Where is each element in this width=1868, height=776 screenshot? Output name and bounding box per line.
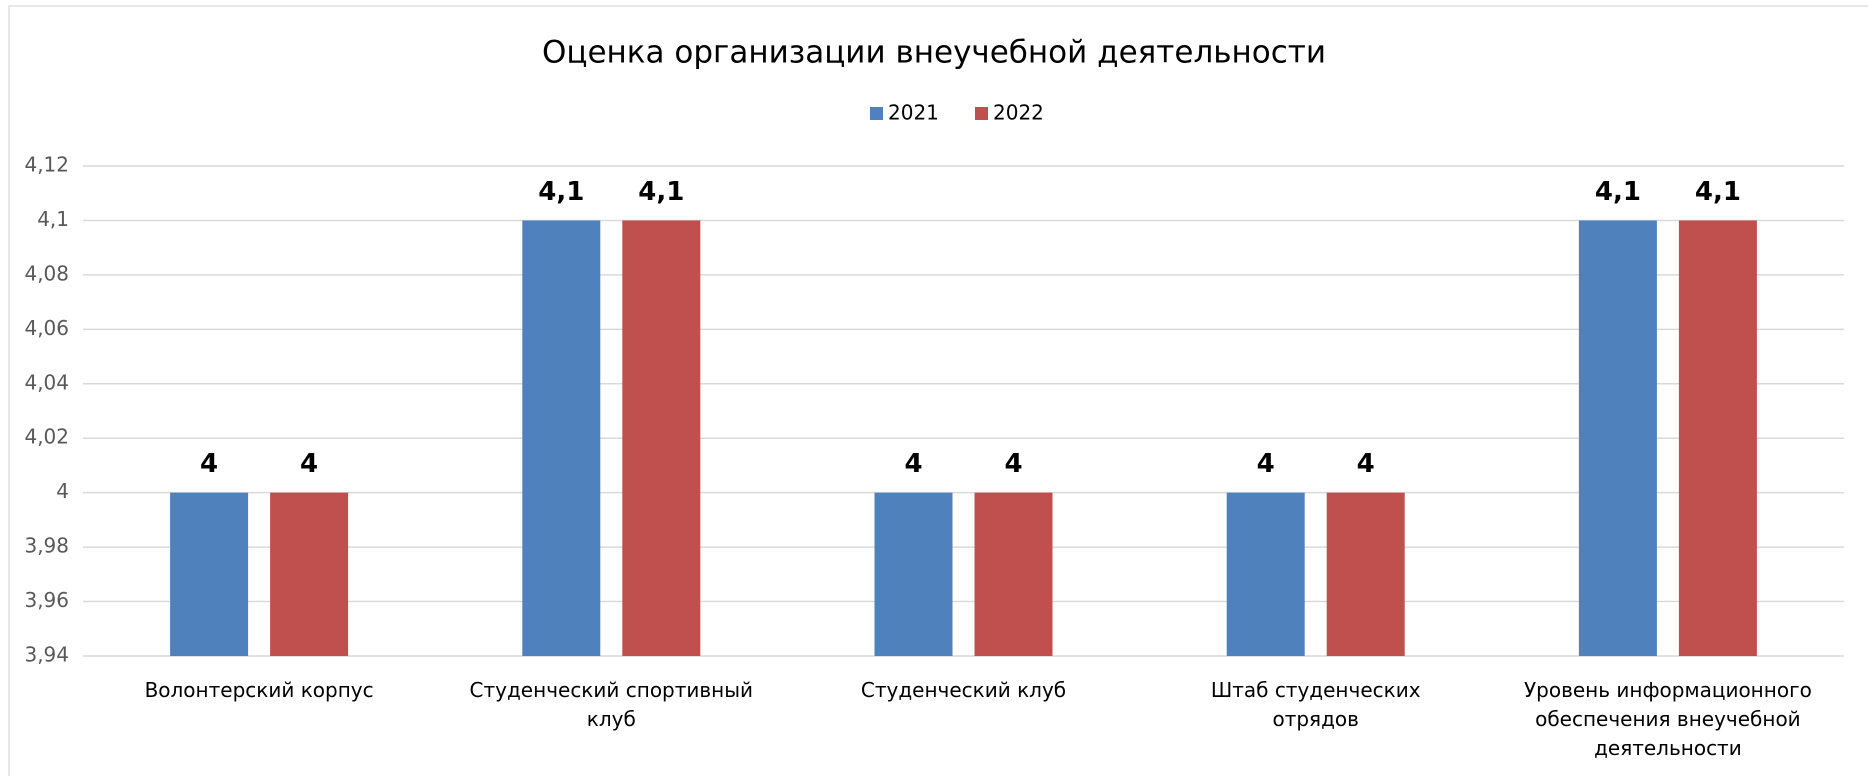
value-label: 4,1 — [1695, 177, 1741, 207]
y-tick-label: 4,12 — [24, 153, 69, 177]
y-tick-label: 4,08 — [24, 261, 69, 285]
chart-title: Оценка организации внеучебной деятельнос… — [542, 35, 1326, 71]
x-tick-label: Студенческий спортивный клуб — [469, 678, 754, 731]
bar — [874, 492, 953, 656]
value-label: 4,1 — [638, 177, 684, 207]
y-tick-label: 4,1 — [37, 207, 69, 231]
bar — [622, 220, 701, 656]
value-label: 4 — [904, 449, 922, 479]
bar — [1678, 220, 1757, 656]
bar — [1578, 220, 1657, 656]
bar — [270, 492, 349, 656]
bar — [1326, 492, 1405, 656]
bar — [1226, 492, 1305, 656]
value-label: 4 — [1357, 449, 1375, 479]
x-tick-label: Волонтерский корпус — [144, 678, 374, 702]
value-label: 4,1 — [538, 177, 584, 207]
x-tick-label: Уровень информационного обеспечения внеу… — [1523, 678, 1812, 760]
y-tick-label: 4,02 — [24, 425, 69, 449]
x-tick-label: Студенческий клуб — [860, 678, 1067, 702]
legend-label: 2021 — [888, 101, 939, 125]
legend-swatch — [975, 107, 988, 120]
y-tick-label: 4,04 — [24, 370, 69, 394]
y-tick-label: 4,06 — [24, 316, 69, 340]
value-label: 4,1 — [1595, 177, 1641, 207]
bar — [170, 492, 249, 656]
y-tick-label: 3,94 — [24, 643, 69, 667]
value-label: 4 — [1004, 449, 1022, 479]
legend-label: 2022 — [993, 101, 1044, 125]
value-label: 4 — [300, 449, 318, 479]
chart-frame — [8, 5, 1868, 776]
y-tick-label: 4 — [56, 479, 69, 503]
y-tick-label: 3,96 — [24, 588, 69, 612]
value-label: 4 — [1257, 449, 1275, 479]
value-label: 4 — [200, 449, 218, 479]
y-tick-label: 3,98 — [24, 534, 69, 558]
x-tick-label: Штаб студенческих отрядов — [1210, 678, 1421, 731]
legend-swatch — [870, 107, 883, 120]
bar — [522, 220, 601, 656]
bar — [974, 492, 1053, 656]
